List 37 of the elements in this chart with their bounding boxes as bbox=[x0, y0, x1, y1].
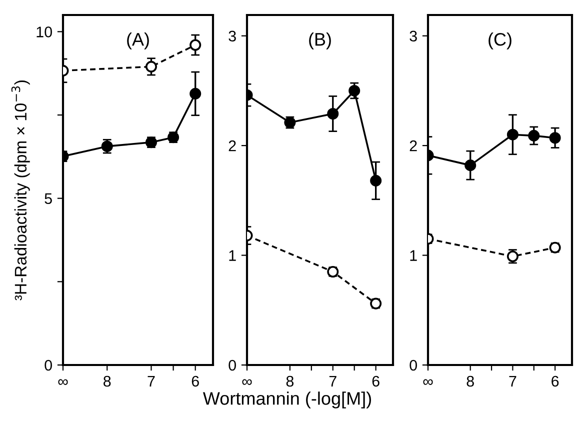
point bbox=[506, 128, 518, 140]
x-tick-label: 8 bbox=[286, 376, 294, 387]
y-tick-label: 1 bbox=[410, 250, 417, 261]
point bbox=[327, 108, 339, 120]
x-tick-label: 7 bbox=[509, 376, 516, 386]
point bbox=[190, 39, 202, 51]
y-tick-label: 0 bbox=[410, 360, 417, 371]
x-tick-label: 6 bbox=[192, 376, 199, 387]
x-tick-label: 7 bbox=[148, 376, 155, 386]
point bbox=[370, 174, 382, 186]
x-tick-label: 6 bbox=[372, 376, 380, 387]
x-tick-label: ∞ bbox=[242, 379, 252, 385]
y-tick-label: 3 bbox=[228, 30, 236, 42]
y-tick-label: 0 bbox=[228, 360, 236, 371]
point bbox=[528, 130, 540, 142]
text: (C) bbox=[488, 32, 512, 50]
text: (B) bbox=[309, 32, 331, 50]
y-tick-label: 1 bbox=[229, 250, 236, 261]
point bbox=[549, 132, 561, 144]
x-axis-title: Wortmannin (-log[M]) bbox=[202, 392, 372, 408]
x-tick-label: 6 bbox=[552, 376, 559, 387]
x-tick-label: 8 bbox=[104, 376, 111, 387]
point bbox=[348, 84, 360, 96]
x-tick-label: 8 bbox=[466, 376, 474, 387]
y-tick-label: 3 bbox=[410, 30, 417, 42]
x-tick-label: 7 bbox=[329, 376, 336, 386]
y-tick-label: 0 bbox=[44, 360, 52, 371]
x-tick-label: ∞ bbox=[423, 379, 433, 385]
text: (A) bbox=[127, 32, 149, 50]
y-axis-title: ³H-Radioactivity (dpm × 10$^{−3}$) bbox=[11, 80, 30, 300]
point bbox=[190, 88, 202, 100]
y-tick-label: 2 bbox=[228, 140, 236, 152]
x-tick-label: ∞ bbox=[58, 379, 68, 385]
point bbox=[145, 60, 157, 72]
y-tick-label: 2 bbox=[410, 140, 417, 152]
y-tick-label: 5 bbox=[44, 193, 52, 204]
y-tick-label: 10 bbox=[36, 26, 52, 38]
